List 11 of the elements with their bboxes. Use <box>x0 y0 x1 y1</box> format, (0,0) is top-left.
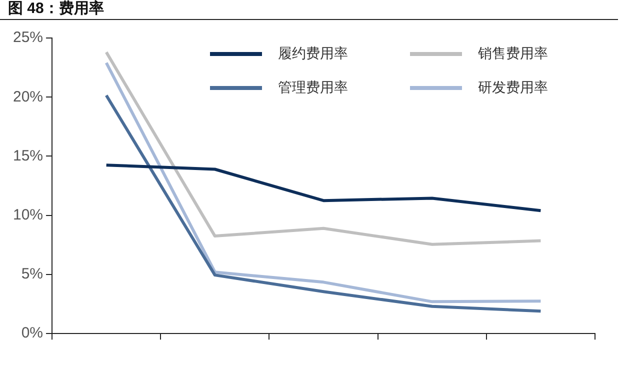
y-tick-label: 20% <box>12 88 44 106</box>
y-tick-label: 5% <box>21 266 44 283</box>
legend-label: 销售费用率 <box>478 45 548 63</box>
legend-label: 管理费用率 <box>278 79 348 97</box>
legend-label: 研发费用率 <box>478 79 548 97</box>
y-tick-label: 0% <box>21 324 44 342</box>
y-tick-label: 10% <box>12 206 44 224</box>
chart-title: 图 48：费用率 <box>8 0 104 18</box>
y-tick-label: 25% <box>12 29 44 46</box>
y-tick-label: 15% <box>12 147 44 164</box>
legend-label: 履约费用率 <box>278 45 348 63</box>
